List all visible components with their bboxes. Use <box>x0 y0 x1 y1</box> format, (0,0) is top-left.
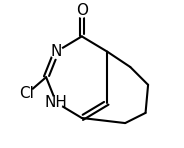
Circle shape <box>50 46 62 58</box>
Circle shape <box>50 96 62 109</box>
Circle shape <box>76 5 88 17</box>
Text: N: N <box>51 44 62 59</box>
Text: Cl: Cl <box>20 86 34 101</box>
Text: NH: NH <box>45 95 68 110</box>
Circle shape <box>21 88 33 100</box>
Text: O: O <box>76 3 88 18</box>
